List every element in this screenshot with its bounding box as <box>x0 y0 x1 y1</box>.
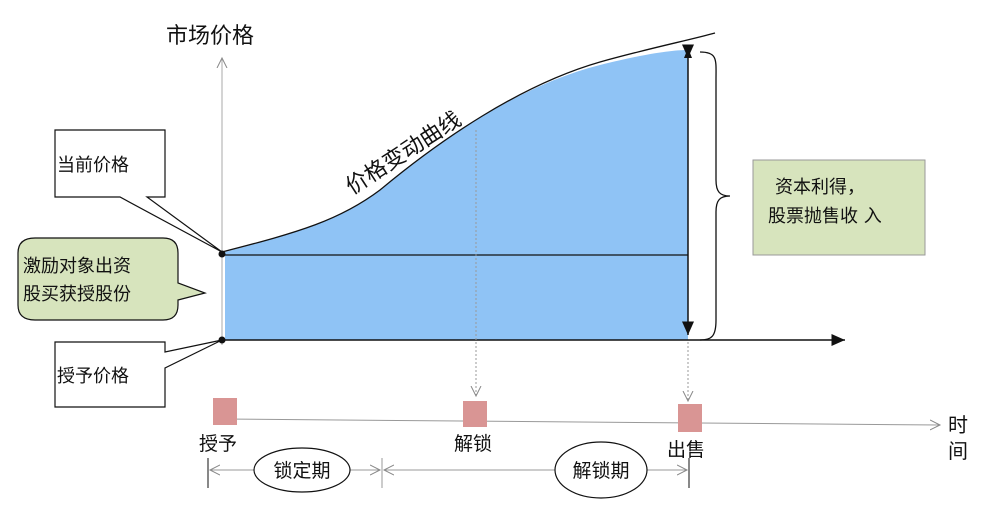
gain-brace <box>699 51 731 341</box>
lock-period-label: 锁定期 <box>273 460 330 482</box>
capital-gain-line1: 资本利得， <box>775 177 865 198</box>
unlock-period-ellipse <box>554 441 648 499</box>
milestone-grant-label: 授予 <box>199 433 237 455</box>
time-axis <box>221 418 940 425</box>
grant-price-label: 授予价格 <box>57 366 129 387</box>
purchase-callout <box>17 237 208 321</box>
milestone-grant-marker <box>213 398 237 425</box>
grant-price-point <box>218 336 226 344</box>
x-axis-label-1: 时 <box>948 413 968 437</box>
milestone-unlock-label: 解锁 <box>454 433 492 455</box>
capital-gain-line2: 股票抛售收 入 <box>768 206 882 227</box>
x-axis-label-2: 间 <box>948 439 968 463</box>
current-price-label: 当前价格 <box>57 155 129 176</box>
milestone-sell-marker <box>678 404 702 432</box>
milestone-sell-label: 出售 <box>667 439 705 461</box>
current-price-point <box>218 250 226 258</box>
purchase-line2: 股买获授股份 <box>23 284 131 305</box>
unlock-period-label: 解锁期 <box>572 460 629 482</box>
lock-period-ellipse <box>253 447 351 493</box>
grant-price-callout <box>54 339 223 408</box>
current-price-callout <box>54 129 223 253</box>
y-axis-label: 市场价格 <box>166 24 254 49</box>
price-gain-area <box>225 50 688 340</box>
price-curve <box>221 32 716 253</box>
capital-gain-box <box>752 159 926 256</box>
milestone-unlock-marker <box>463 401 487 427</box>
purchase-line1: 激励对象出资 <box>23 256 131 277</box>
